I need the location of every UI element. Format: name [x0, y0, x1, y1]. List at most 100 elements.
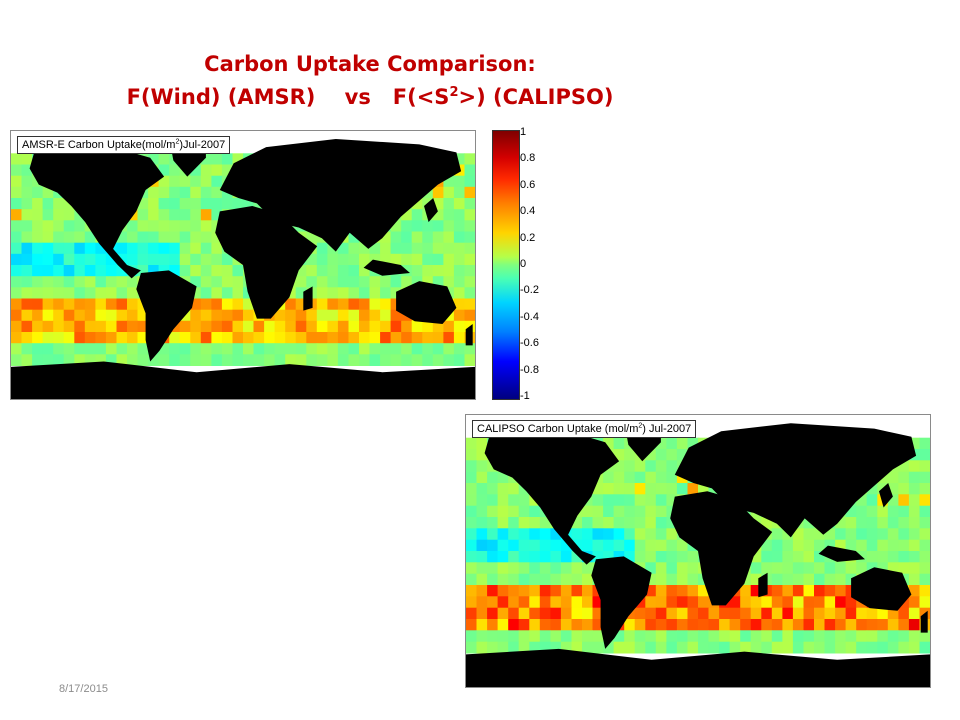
- ocean-cell: [539, 641, 551, 654]
- ocean-cell: [190, 253, 202, 266]
- ocean-cell: [74, 320, 86, 333]
- ocean-cell: [508, 573, 520, 586]
- ocean-cell: [645, 460, 657, 473]
- ocean-cell: [908, 573, 920, 586]
- ocean-cell: [792, 585, 804, 597]
- ocean-cell: [898, 528, 910, 541]
- ocean-cell: [529, 528, 541, 541]
- ocean-cell: [432, 320, 444, 333]
- continent-landmass: [484, 428, 620, 565]
- ocean-cell: [21, 175, 33, 188]
- ocean-cell: [592, 551, 604, 563]
- ocean-cell: [401, 231, 413, 244]
- ocean-cell: [21, 186, 33, 199]
- ocean-cell: [898, 551, 910, 563]
- ocean-cell: [316, 309, 328, 322]
- continent-landmass: [465, 324, 473, 346]
- ocean-cell: [432, 253, 444, 266]
- colorbar-tick: 0.2: [520, 231, 536, 244]
- ocean-cell: [95, 354, 107, 366]
- ocean-cell: [127, 231, 138, 244]
- continent-landmass: [758, 572, 768, 598]
- ocean-cell: [887, 551, 899, 563]
- ocean-cell: [84, 332, 96, 344]
- ocean-cell: [877, 619, 889, 631]
- ocean-cell: [21, 298, 33, 311]
- ocean-cell: [274, 332, 286, 344]
- ocean-cell: [295, 298, 307, 311]
- ocean-cell: [655, 641, 667, 654]
- ocean-cell: [295, 332, 307, 344]
- ocean-cell: [211, 242, 223, 255]
- ocean-cell: [592, 619, 604, 631]
- ocean-cell: [369, 343, 381, 355]
- ocean-cell: [295, 309, 307, 322]
- ocean-cell: [179, 265, 191, 277]
- ocean-cell: [390, 242, 402, 255]
- ocean-cell: [422, 242, 434, 255]
- ocean-cell: [127, 332, 138, 344]
- ocean-cell: [11, 242, 22, 255]
- ocean-cell: [306, 276, 318, 288]
- continent-landmass: [396, 281, 457, 324]
- ocean-cell: [645, 585, 657, 597]
- ocean-cell: [190, 186, 202, 199]
- ocean-cell: [676, 641, 688, 654]
- ocean-cell: [348, 298, 360, 311]
- ocean-cell: [645, 449, 657, 461]
- ocean-cell: [814, 596, 825, 609]
- ocean-cell: [443, 198, 455, 210]
- ocean-cell: [53, 320, 65, 333]
- ocean-cell: [782, 562, 794, 575]
- ocean-cell: [476, 607, 488, 620]
- ocean-cell: [443, 253, 455, 266]
- ocean-cell: [645, 641, 657, 654]
- ocean-cell: [221, 354, 233, 366]
- ocean-cell: [908, 539, 920, 552]
- ocean-cell: [21, 242, 33, 255]
- ocean-cell: [32, 320, 44, 333]
- amsr-label-sup: 2: [175, 138, 180, 146]
- ocean-cell: [919, 517, 930, 529]
- ocean-cell: [337, 253, 349, 266]
- ocean-cell: [687, 596, 699, 609]
- ocean-cell: [179, 209, 191, 221]
- ocean-cell: [32, 309, 44, 322]
- ocean-cell: [411, 242, 423, 255]
- ocean-cell: [200, 354, 212, 366]
- ocean-cell: [624, 517, 636, 529]
- ocean-cell: [84, 309, 96, 322]
- ocean-cell: [11, 153, 22, 165]
- ocean-cell: [908, 517, 920, 529]
- ocean-cell: [32, 343, 44, 355]
- ocean-cell: [158, 198, 170, 210]
- ocean-cell: [53, 354, 65, 366]
- ocean-cell: [666, 528, 678, 541]
- ocean-cell: [518, 551, 530, 563]
- ocean-cell: [42, 354, 54, 366]
- ocean-cell: [127, 343, 138, 355]
- ocean-cell: [211, 287, 223, 299]
- ocean-cell: [560, 551, 572, 563]
- ocean-cell: [582, 630, 593, 643]
- ocean-cell: [624, 528, 636, 541]
- ocean-cell: [866, 517, 878, 529]
- ocean-cell: [432, 265, 444, 277]
- ocean-cell: [84, 253, 96, 266]
- ocean-cell: [592, 607, 604, 620]
- ocean-cell: [21, 320, 33, 333]
- ocean-cell: [508, 585, 520, 597]
- ocean-cell: [453, 265, 465, 277]
- ocean-cell: [898, 471, 910, 484]
- ocean-cell: [190, 220, 202, 232]
- ocean-cell: [835, 607, 847, 620]
- ocean-cell: [316, 354, 328, 366]
- ocean-cell: [348, 276, 360, 288]
- ocean-cell: [835, 539, 847, 552]
- ocean-cell: [750, 551, 762, 563]
- ocean-cell: [560, 596, 572, 609]
- ocean-cell: [42, 220, 54, 232]
- ocean-cell: [550, 573, 562, 586]
- ocean-cell: [401, 343, 413, 355]
- ocean-cell: [169, 231, 181, 244]
